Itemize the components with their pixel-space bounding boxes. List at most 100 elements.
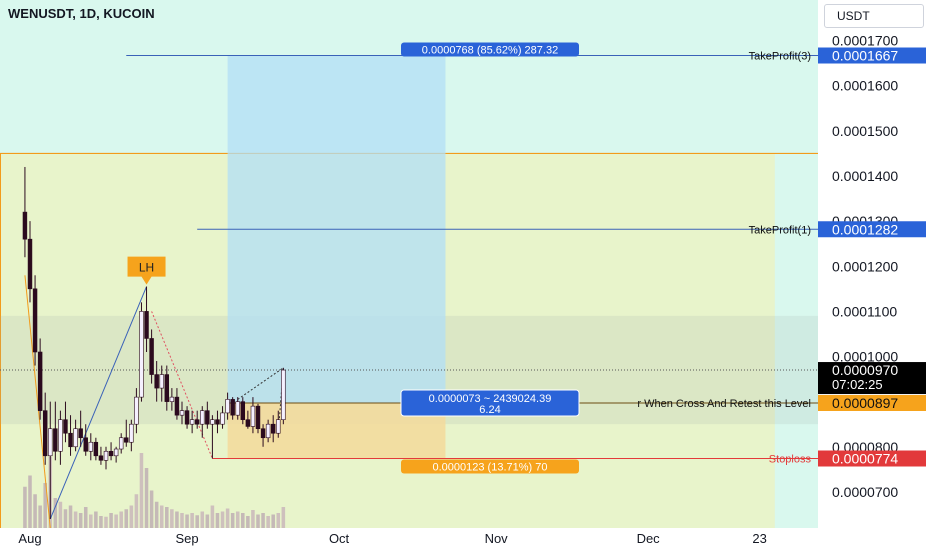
candle-body bbox=[48, 428, 53, 457]
candle bbox=[63, 401, 68, 443]
volume-bar bbox=[134, 494, 139, 528]
candle bbox=[98, 446, 104, 465]
candle bbox=[205, 401, 210, 429]
swing-label-box bbox=[127, 256, 166, 285]
candle bbox=[48, 401, 53, 519]
candle-body bbox=[260, 428, 266, 439]
candle bbox=[93, 437, 99, 461]
candle bbox=[32, 275, 38, 366]
candle bbox=[225, 392, 230, 420]
target-label-text: 0.0000768 (85.62%) 287.32 bbox=[422, 45, 558, 57]
candle-body bbox=[189, 419, 195, 425]
entry-price-tag-box bbox=[818, 394, 926, 411]
candle bbox=[240, 397, 246, 425]
level-name-label: Stoploss bbox=[769, 454, 812, 466]
y-tick-label: 0.0001700 bbox=[832, 33, 898, 49]
volume-bar bbox=[53, 498, 58, 528]
volume-bar bbox=[180, 513, 184, 528]
volume-bar bbox=[119, 511, 123, 528]
volume-bar bbox=[149, 490, 154, 528]
candle-body bbox=[159, 374, 164, 389]
candle-body bbox=[235, 401, 240, 416]
stoploss-price-tag-box bbox=[818, 450, 926, 467]
candle-body bbox=[215, 419, 220, 425]
position-center-label-line-1: 0.0000073 ~ 2439024.39 bbox=[429, 393, 552, 405]
entry-level-label: r When Cross And Retest this Level bbox=[637, 398, 811, 410]
volume-bar bbox=[235, 511, 240, 528]
volume-bar bbox=[276, 513, 281, 528]
candle-body bbox=[83, 437, 88, 452]
candle bbox=[230, 397, 235, 420]
candle-body bbox=[194, 419, 200, 425]
candle-body bbox=[98, 455, 104, 461]
candle bbox=[129, 419, 134, 452]
x-tick-label: Aug bbox=[18, 531, 41, 546]
x-tick-label: 23 bbox=[752, 531, 766, 546]
candle-body bbox=[245, 419, 251, 427]
y-tick-label: 0.0001000 bbox=[832, 349, 898, 365]
volume-bar bbox=[281, 507, 286, 528]
candle bbox=[164, 365, 170, 411]
volume-bar bbox=[251, 510, 255, 528]
candle bbox=[27, 221, 33, 303]
x-tick-label: Sep bbox=[175, 531, 198, 546]
candle-body bbox=[200, 410, 205, 425]
candle-body bbox=[53, 428, 58, 452]
candle-body bbox=[174, 396, 180, 416]
volume-bar bbox=[165, 507, 169, 528]
volume-bar bbox=[68, 505, 73, 528]
candle bbox=[139, 302, 144, 402]
position-center-label-box bbox=[400, 389, 580, 417]
candle bbox=[169, 388, 175, 411]
candle-body bbox=[42, 410, 48, 457]
volume-bar bbox=[129, 505, 134, 528]
target-label-box bbox=[401, 42, 579, 57]
volume-bar bbox=[261, 513, 265, 528]
volume-bar bbox=[230, 513, 235, 528]
candle bbox=[78, 410, 83, 447]
volume-bar bbox=[63, 509, 68, 528]
volume-bar bbox=[215, 513, 220, 528]
last-price-tag-box bbox=[818, 362, 926, 395]
y-tick-label: 0.0000700 bbox=[832, 484, 898, 500]
volume-bar bbox=[195, 515, 199, 528]
stoploss-price-tag-text: 0.0000774 bbox=[832, 451, 898, 467]
volume-bar bbox=[23, 486, 27, 528]
candle bbox=[174, 388, 180, 420]
candle bbox=[276, 410, 281, 438]
candle bbox=[215, 410, 220, 434]
volume-bar bbox=[73, 511, 78, 528]
x-tick-label: Dec bbox=[637, 531, 661, 546]
candle bbox=[154, 361, 159, 402]
candle-body bbox=[255, 405, 261, 430]
candle-body bbox=[58, 419, 63, 452]
candle-body bbox=[88, 441, 94, 452]
candle bbox=[189, 410, 195, 434]
volume-bar bbox=[33, 494, 37, 528]
candle bbox=[250, 397, 256, 434]
candle bbox=[179, 401, 185, 425]
swing-label-text: LH bbox=[139, 261, 154, 275]
candle-body bbox=[169, 396, 175, 402]
orange-trend-line bbox=[24, 275, 51, 529]
volume-bar bbox=[210, 505, 215, 528]
time-axis-background bbox=[0, 528, 818, 550]
candle-body bbox=[270, 423, 276, 434]
y-tick-label: 0.0001500 bbox=[832, 123, 898, 139]
candle bbox=[210, 415, 215, 459]
takeprofit-1-price-tag-box bbox=[818, 221, 926, 238]
currency-selector[interactable]: USDT bbox=[824, 4, 924, 28]
level-name-label: TakeProfit(3) bbox=[749, 51, 811, 63]
candle bbox=[83, 424, 88, 456]
volume-bar bbox=[83, 507, 88, 528]
candle bbox=[220, 406, 225, 429]
candle-body bbox=[281, 369, 286, 420]
volume-bar bbox=[78, 513, 83, 528]
candle-body bbox=[103, 450, 109, 461]
candle-body bbox=[154, 374, 159, 389]
candle-body bbox=[129, 423, 134, 443]
y-tick-label: 0.0001200 bbox=[832, 258, 898, 274]
candle bbox=[265, 419, 271, 443]
